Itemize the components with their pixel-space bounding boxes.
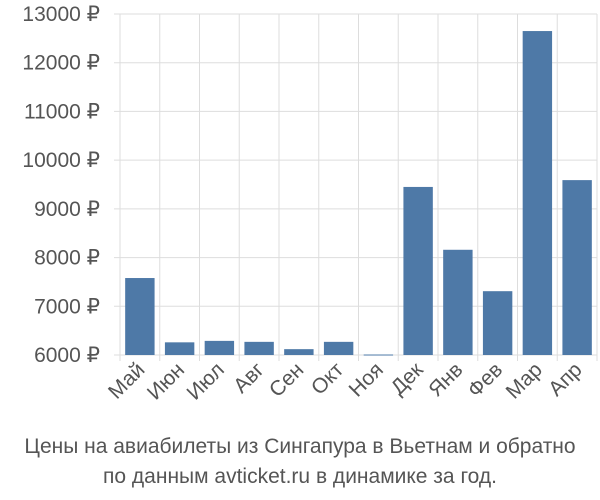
bar-10: [482, 291, 513, 355]
y-tick-label: 11000 ₽: [24, 100, 100, 123]
bar-2: [164, 342, 195, 355]
bar-3: [204, 340, 235, 355]
y-tick-label: 6000 ₽: [34, 344, 100, 367]
bar-8: [403, 186, 433, 355]
caption-line-1: Цены на авиабилеты из Сингапура в Вьетна…: [24, 435, 575, 458]
bar-4: [244, 341, 274, 355]
x-tick-label: Мар: [502, 358, 547, 403]
x-tick-label: Сен: [265, 358, 308, 401]
y-tick-label: 10000 ₽: [22, 149, 100, 172]
y-tick-label: 7000 ₽: [34, 295, 100, 318]
y-axis-ticks: 6000 ₽ 7000 ₽ 8000 ₽ 9000 ₽ 10000 ₽ 11000 ₽ 12…: [22, 3, 100, 367]
grid-lines: [114, 13, 598, 361]
bar-1: [125, 278, 155, 355]
y-tick-label: 12000 ₽: [22, 52, 100, 75]
bar-9: [443, 249, 473, 355]
x-tick-label: Фев: [463, 358, 507, 402]
caption-line-2: по данным avticket.ru в динамике за год.: [103, 465, 497, 488]
x-tick-label: Июл: [182, 358, 228, 404]
bar-11: [522, 31, 553, 356]
x-tick-label: Дек: [387, 358, 429, 400]
y-tick-label: 8000 ₽: [34, 247, 100, 270]
x-tick-label: Авг: [229, 358, 269, 398]
bar-6: [323, 341, 354, 355]
bar-12: [562, 180, 592, 355]
bar-5: [284, 349, 314, 355]
y-tick-label: 9000 ₽: [34, 198, 100, 221]
y-tick-label: 13000 ₽: [22, 3, 100, 26]
x-tick-label: Апр: [544, 358, 586, 400]
x-tick-label: Окт: [307, 358, 349, 400]
x-tick-label: Ноя: [345, 358, 388, 401]
x-tick-label: Июн: [143, 358, 189, 404]
x-tick-label: Май: [104, 358, 149, 403]
x-tick-label: Янв: [424, 358, 467, 401]
bars: [125, 31, 592, 356]
bar-7: [363, 354, 394, 356]
